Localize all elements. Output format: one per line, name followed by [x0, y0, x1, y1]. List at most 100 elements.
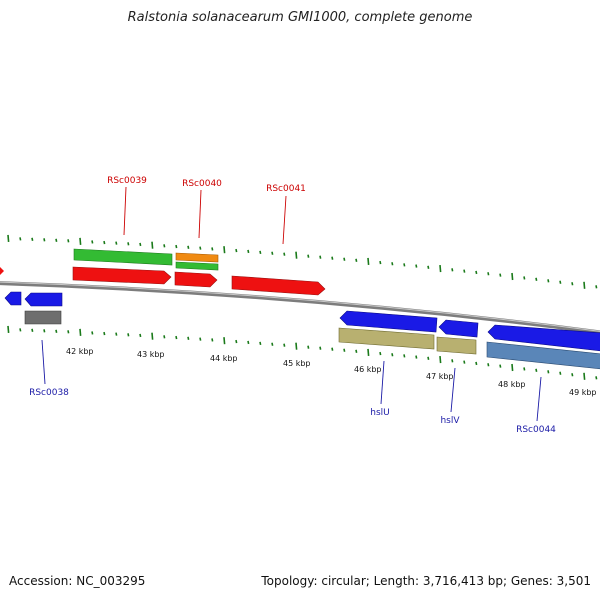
inner-ring-minor-tick [211, 338, 214, 342]
leader-line-hslv [450, 367, 456, 413]
outer-ring-minor-tick [451, 268, 454, 272]
inner-ring-minor-tick [235, 339, 238, 344]
outer-ring-minor-tick [307, 254, 310, 258]
outer-ring-minor-tick [463, 269, 466, 273]
outer-ring-major-tick [223, 246, 226, 254]
inner-ring-minor-tick [331, 347, 334, 351]
gene-reverse-grey-rsc0038[interactable] [24, 310, 62, 325]
inner-ring-minor-tick [475, 361, 478, 366]
scale-label-42kbp: 42 kbp [66, 347, 94, 356]
gene-label-rsc0044[interactable]: RSc0044 [516, 425, 556, 435]
cds-reverse-rsc0038[interactable] [24, 292, 63, 307]
map-title: Ralstonia solanacearum GMI1000, complete… [127, 10, 473, 25]
genome-summary-text: Topology: circular; Length: 3,716,413 bp… [261, 574, 591, 588]
outer-ring-minor-tick [127, 242, 130, 246]
gene-reverse-khaki-hslu[interactable] [338, 327, 435, 350]
outer-ring-minor-tick [247, 249, 250, 254]
inner-ring-minor-tick [595, 376, 598, 380]
outer-ring-minor-tick [475, 270, 478, 275]
gene-forward-green-rsc0039[interactable] [73, 248, 173, 266]
inner-ring-minor-tick [487, 363, 490, 367]
outer-ring-minor-tick [547, 279, 550, 283]
scale-label-44kbp: 44 kbp [210, 354, 238, 363]
leader-line-hslu [380, 360, 385, 405]
cds-reverse-hslu[interactable] [339, 310, 438, 333]
scale-labels: 42 kbp 43 kbp 44 kbp 45 kbp 46 kbp 47 kb… [66, 347, 597, 397]
cds-forward-left-partial[interactable] [0, 265, 4, 277]
outer-ring-major-tick [79, 237, 82, 245]
gene-forward-green-rsc0040[interactable] [175, 261, 219, 271]
cds-forward-rsc0041[interactable] [231, 275, 326, 296]
outer-ring-minor-tick [523, 276, 526, 280]
outer-ring-major-tick [295, 251, 298, 259]
inner-ring-major-tick [439, 355, 442, 364]
outer-ring-minor-tick [163, 244, 166, 248]
gene-label-hslu[interactable]: hslU [370, 408, 389, 418]
outer-ring-minor-tick [139, 242, 142, 247]
gene-label-rsc0040[interactable]: RSc0040 [182, 179, 222, 189]
reverse-gene-track [24, 310, 600, 370]
scale-label-47kbp: 47 kbp [426, 372, 454, 381]
inner-ring-minor-tick [91, 331, 94, 335]
outer-ring-minor-tick [355, 258, 358, 262]
scale-label-45kbp: 45 kbp [283, 359, 311, 368]
outer-ring-minor-tick [379, 260, 382, 265]
outer-tick-ring [7, 234, 598, 289]
outer-ring-minor-tick [31, 237, 34, 241]
gene-orange-rsc0040[interactable] [175, 252, 219, 263]
outer-ring-minor-tick [91, 240, 94, 244]
outer-ring-minor-tick [55, 238, 58, 242]
outer-ring-minor-tick [175, 244, 178, 249]
inner-ring-minor-tick [115, 332, 118, 336]
outer-ring-minor-tick [571, 282, 574, 286]
inner-ring-minor-tick [427, 356, 430, 360]
gene-label-rsc0041[interactable]: RSc0041 [266, 184, 306, 194]
inner-ring-minor-tick [451, 359, 454, 363]
outer-ring-minor-tick [415, 264, 418, 268]
outer-ring-minor-tick [391, 262, 394, 266]
outer-ring-minor-tick [559, 280, 562, 284]
outer-ring-minor-tick [19, 237, 22, 241]
cds-reverse-hslv[interactable] [438, 319, 479, 338]
accession-text: Accession: NC_003295 [9, 574, 146, 588]
outer-ring-minor-tick [595, 285, 598, 289]
inner-ring-minor-tick [139, 333, 142, 338]
cds-reverse-rsc0044[interactable] [487, 324, 600, 352]
inner-ring-minor-tick [547, 370, 550, 374]
gene-label-hslv[interactable]: hslV [440, 416, 460, 426]
outer-ring-minor-tick [103, 240, 106, 245]
outer-ring-minor-tick [283, 252, 286, 256]
gene-reverse-steel-rsc0044[interactable] [486, 341, 600, 370]
leader-line-rsc0039 [123, 186, 127, 236]
inner-ring-minor-tick [559, 371, 562, 375]
inner-ring-minor-tick [415, 355, 418, 359]
gene-label-rsc0039[interactable]: RSc0039 [107, 176, 147, 186]
inner-ring-minor-tick [19, 328, 22, 332]
inner-ring-minor-tick [463, 360, 466, 364]
outer-ring-minor-tick [259, 250, 262, 255]
outer-ring-minor-tick [271, 251, 274, 255]
scale-label-43kbp: 43 kbp [137, 350, 165, 359]
outer-ring-minor-tick [403, 263, 406, 267]
outer-ring-major-tick [7, 234, 10, 243]
inner-ring-minor-tick [103, 331, 106, 336]
inner-tick-ring [7, 325, 598, 380]
gene-label-rsc0038[interactable]: RSc0038 [29, 388, 69, 398]
cds-reverse-small[interactable] [4, 291, 22, 306]
inner-ring-minor-tick [163, 335, 166, 339]
outer-ring-minor-tick [535, 277, 538, 281]
cds-forward-rsc0039[interactable] [72, 266, 172, 285]
outer-ring-major-tick [367, 257, 370, 266]
inner-ring-minor-tick [55, 329, 58, 333]
inner-ring-minor-tick [175, 335, 178, 340]
scale-label-49kbp: 49 kbp [569, 388, 597, 397]
cds-forward-rsc0040[interactable] [174, 271, 218, 288]
forward-cds-track [0, 265, 326, 296]
inner-ring-minor-tick [307, 345, 310, 349]
inner-ring-minor-tick [499, 364, 502, 368]
gene-reverse-khaki-hslv[interactable] [436, 336, 477, 355]
outer-ring-minor-tick [343, 257, 346, 261]
inner-ring-minor-tick [403, 354, 406, 358]
inner-ring-minor-tick [391, 353, 394, 357]
inner-ring-major-tick [367, 348, 370, 357]
